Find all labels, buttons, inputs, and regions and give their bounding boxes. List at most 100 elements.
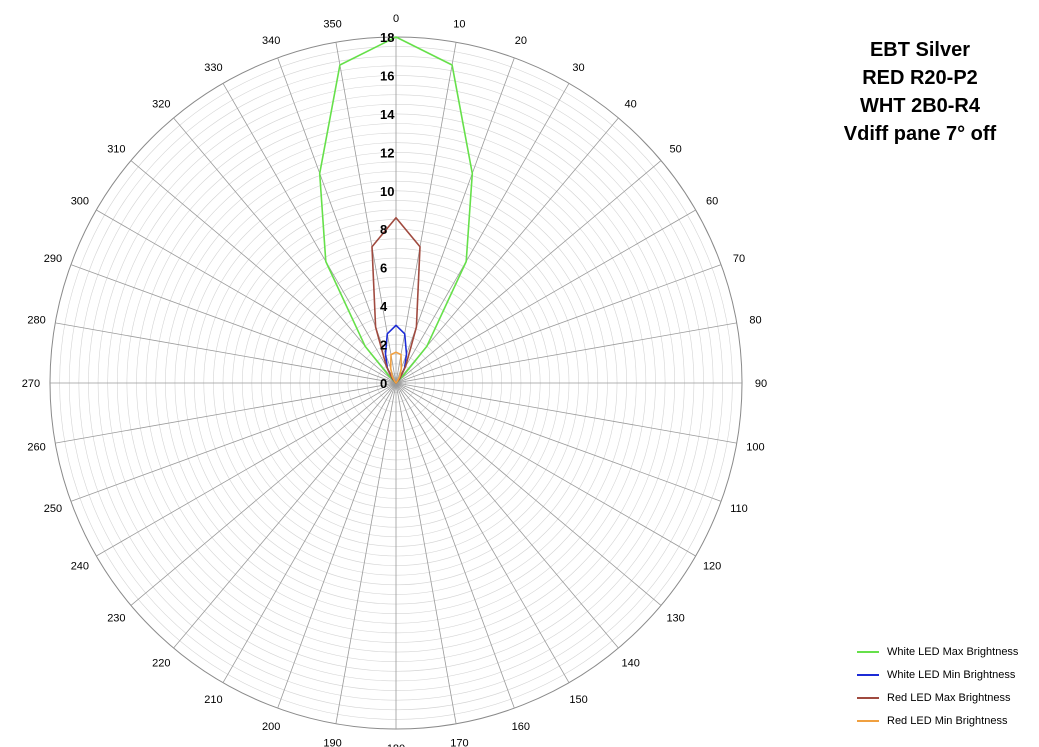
legend-swatch xyxy=(857,650,879,653)
angle-tick-label: 320 xyxy=(152,98,170,110)
grid-spoke xyxy=(395,209,696,384)
legend-item-red-max: Red LED Max Brightness xyxy=(857,686,1039,709)
grid-spoke xyxy=(395,117,619,384)
angle-tick-label: 350 xyxy=(323,19,341,31)
radial-tick-label: 12 xyxy=(380,145,394,160)
angle-tick-label: 330 xyxy=(204,62,222,74)
legend-label: White LED Max Brightness xyxy=(887,645,1019,658)
angle-tick-label: 230 xyxy=(107,613,125,625)
grid-spoke xyxy=(395,382,570,683)
angle-tick-label: 120 xyxy=(703,561,721,573)
grid-spoke xyxy=(395,382,696,557)
grid-spoke xyxy=(277,382,397,709)
legend-label: Red LED Min Brightness xyxy=(887,714,1008,727)
legend-swatch xyxy=(857,719,879,722)
grid-spoke xyxy=(395,322,737,384)
series-line xyxy=(389,351,403,384)
angle-tick-label: 180 xyxy=(387,743,405,747)
angle-tick-label: 310 xyxy=(107,143,125,155)
grid-spoke xyxy=(96,209,397,384)
grid-spoke xyxy=(395,264,722,384)
angle-tick-label: 250 xyxy=(44,503,62,515)
angle-tick-label: 50 xyxy=(670,143,682,155)
angle-tick-label: 80 xyxy=(749,315,761,327)
angle-tick-label: 60 xyxy=(706,195,718,207)
angle-tick-label: 210 xyxy=(204,694,222,706)
grid-spoke xyxy=(395,382,662,606)
title-line-2: RED R20-P2 xyxy=(862,67,978,89)
angle-tick-label: 240 xyxy=(71,561,89,573)
grid-spoke xyxy=(70,382,397,502)
chart-title: EBT Silver RED R20-P2 WHT 2B0-R4 Vdiff p… xyxy=(820,36,1020,148)
radial-tick-labels: 0 2 4 6 8 10 12 14 16 18 xyxy=(380,30,395,391)
series-lines xyxy=(318,36,474,384)
radial-tick-label: 8 xyxy=(380,222,387,237)
grid-spoke xyxy=(395,83,570,384)
angle-tick-labels: 0 10 20 30 40 50 60 70 80 90 100 110 120 130 140 150 160… xyxy=(22,13,767,747)
grid-spoke xyxy=(395,382,722,502)
grid-spoke xyxy=(222,382,397,683)
angle-tick-label: 200 xyxy=(262,721,280,733)
angle-tick-label: 340 xyxy=(262,35,280,47)
grid-spoke xyxy=(96,382,397,557)
grid-spoke xyxy=(395,382,619,649)
grid-spoke xyxy=(130,160,397,384)
angle-tick-label: 30 xyxy=(572,62,584,74)
legend-item-white-max: White LED Max Brightness xyxy=(857,640,1039,663)
grid-spoke xyxy=(222,83,397,384)
legend: White LED Max Brightness White LED Min B… xyxy=(857,640,1039,732)
radial-tick-label: 14 xyxy=(380,107,395,122)
grid-spoke xyxy=(395,160,662,384)
angle-tick-label: 140 xyxy=(621,658,639,670)
grid-spoke xyxy=(173,382,397,649)
radial-tick-label: 0 xyxy=(380,376,387,391)
legend-label: White LED Min Brightness xyxy=(887,668,1016,681)
legend-item-red-min: Red LED Min Brightness xyxy=(857,709,1039,732)
angle-tick-label: 270 xyxy=(22,378,40,390)
grid-spoke xyxy=(395,382,457,724)
radial-tick-label: 18 xyxy=(380,30,394,45)
angle-tick-label: 90 xyxy=(755,378,767,390)
grid-spoke xyxy=(395,382,515,709)
angle-tick-label: 300 xyxy=(71,195,89,207)
grid-spoke xyxy=(335,382,397,724)
grid-spoke xyxy=(395,382,737,444)
grid-spoke xyxy=(55,322,397,384)
angle-tick-label: 160 xyxy=(512,721,530,733)
angle-tick-label: 260 xyxy=(27,441,45,453)
radial-tick-label: 6 xyxy=(380,261,387,276)
angle-tick-label: 20 xyxy=(515,35,527,47)
angle-tick-label: 280 xyxy=(27,315,45,327)
title-line-4: Vdiff pane 7° off xyxy=(843,123,997,145)
legend-swatch xyxy=(857,673,879,676)
legend-swatch xyxy=(857,696,879,699)
angle-tick-label: 40 xyxy=(625,98,637,110)
radial-tick-label: 10 xyxy=(380,184,394,199)
angle-tick-label: 10 xyxy=(453,19,465,31)
grid-spoke xyxy=(55,382,397,444)
legend-label: Red LED Max Brightness xyxy=(887,691,1011,704)
radial-tick-label: 4 xyxy=(380,299,388,314)
angle-tick-label: 130 xyxy=(666,613,684,625)
grid-spoke xyxy=(130,382,397,606)
grid-spoke xyxy=(395,42,457,384)
angle-tick-label: 150 xyxy=(569,694,587,706)
title-line-1: EBT Silver xyxy=(869,39,971,61)
angle-tick-label: 190 xyxy=(323,737,341,747)
grid-spoke xyxy=(335,42,397,384)
radial-tick-label: 2 xyxy=(380,338,387,353)
grid-spoke xyxy=(70,264,397,384)
radial-tick-label: 16 xyxy=(380,68,394,83)
grid-spoke xyxy=(173,117,397,384)
angle-tick-label: 110 xyxy=(730,503,748,515)
angle-tick-label: 100 xyxy=(746,441,764,453)
legend-item-white-min: White LED Min Brightness xyxy=(857,663,1039,686)
grid xyxy=(49,36,743,730)
angle-tick-label: 290 xyxy=(44,253,62,265)
title-line-3: WHT 2B0-R4 xyxy=(859,95,980,117)
angle-tick-label: 220 xyxy=(152,658,170,670)
angle-tick-label: 70 xyxy=(733,253,745,265)
angle-tick-label: 170 xyxy=(450,737,468,747)
